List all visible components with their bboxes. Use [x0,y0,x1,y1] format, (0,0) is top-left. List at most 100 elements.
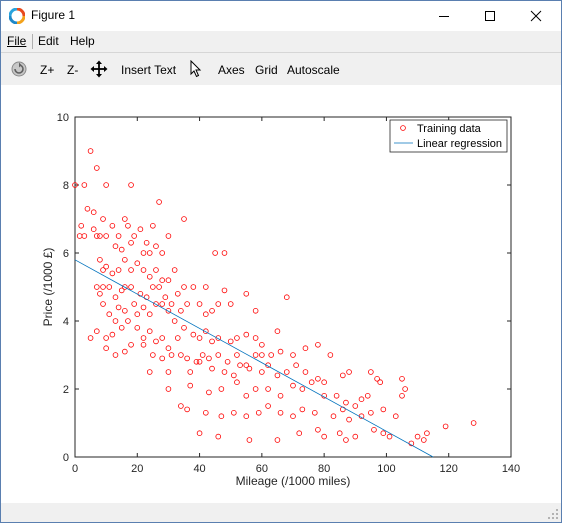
data-point [243,392,250,399]
data-point [237,362,243,369]
data-point [215,335,222,341]
axes-button[interactable]: Axes [218,63,245,77]
data-point [165,386,172,392]
select-arrow-icon[interactable] [189,60,203,78]
pan-icon[interactable] [90,60,108,78]
data-point [315,341,321,348]
axis-ticks: 0 20 40 60 80 100 120 140 0 2 4 6 8 10 [57,112,520,475]
data-point [128,240,134,246]
data-point [234,352,240,358]
y-tick-label: 6 [63,248,69,260]
x-tick-label: 40 [193,463,205,475]
resize-grip-icon[interactable] [547,508,559,520]
menu-file[interactable]: File [7,34,27,48]
data-point [209,308,215,314]
data-point [221,287,228,294]
data-point [100,284,106,290]
data-point [246,437,253,443]
data-point [293,362,299,369]
data-point [146,328,153,335]
data-point [203,311,209,318]
data-point [140,341,147,348]
data-point [112,352,119,358]
data-point [358,396,365,403]
data-point [311,409,318,416]
data-point [100,216,106,222]
menu-help[interactable]: Help [70,34,95,48]
data-point [146,311,153,318]
data-point [371,426,377,433]
data-point [399,392,405,399]
maximize-button[interactable] [467,1,513,31]
data-point [259,341,265,348]
legend-training-marker [400,125,406,131]
autoscale-button[interactable]: Autoscale [287,63,340,77]
insert-text-button[interactable]: Insert Text [121,63,177,77]
rotate-icon[interactable] [10,60,28,78]
data-point [178,308,184,314]
data-point [392,413,399,420]
data-point [109,331,116,338]
minimize-button[interactable] [421,1,467,31]
legend-training-label: Training data [417,123,482,135]
menu-edit[interactable]: Edit [38,34,59,48]
data-point [343,437,349,443]
data-point [274,328,281,335]
data-point [103,345,109,352]
data-point [414,433,421,440]
data-point [122,257,128,263]
regression-line [74,259,434,458]
data-point [100,267,106,273]
data-point [112,318,119,324]
data-point [153,243,159,250]
data-point [118,246,125,253]
y-tick-label: 2 [63,384,69,396]
data-point [97,291,103,297]
data-point [72,182,78,188]
data-point [346,416,352,423]
data-point [118,325,125,331]
x-tick-label: 20 [131,463,143,475]
data-point [252,308,259,314]
data-point [386,433,393,440]
data-point [106,311,113,318]
maximize-icon [485,11,495,21]
grid-button[interactable]: Grid [255,63,278,77]
data-point [227,338,234,345]
zoom-in-button[interactable]: Z+ [40,63,55,77]
data-point [162,294,169,301]
data-point [122,284,128,290]
data-point [187,382,194,389]
data-point [122,348,128,355]
x-tick-label: 80 [318,463,330,475]
data-point [283,369,290,375]
data-point [246,365,253,372]
data-point [168,301,175,307]
data-point [218,386,225,392]
data-point [100,301,106,307]
figure-toolbar: Z+ Z- Insert Text Axes Grid Autoscale [1,52,561,86]
data-point [231,409,237,416]
data-point [165,233,172,239]
data-point [259,369,265,375]
data-point [140,250,147,256]
data-point [115,267,122,273]
data-point [103,233,109,239]
data-point [103,335,109,341]
data-point [290,413,296,420]
data-point [115,304,122,311]
data-point [131,233,137,239]
data-point [336,430,343,437]
data-point [103,263,109,270]
data-point [171,318,178,324]
data-point [81,182,88,188]
data-point [87,335,94,341]
title-bar[interactable]: Figure 1 [1,1,561,31]
data-point [159,277,166,284]
data-point [215,301,222,307]
data-point [203,409,209,416]
zoom-out-button[interactable]: Z- [67,63,79,77]
close-button[interactable] [513,1,559,31]
data-point [243,291,250,297]
